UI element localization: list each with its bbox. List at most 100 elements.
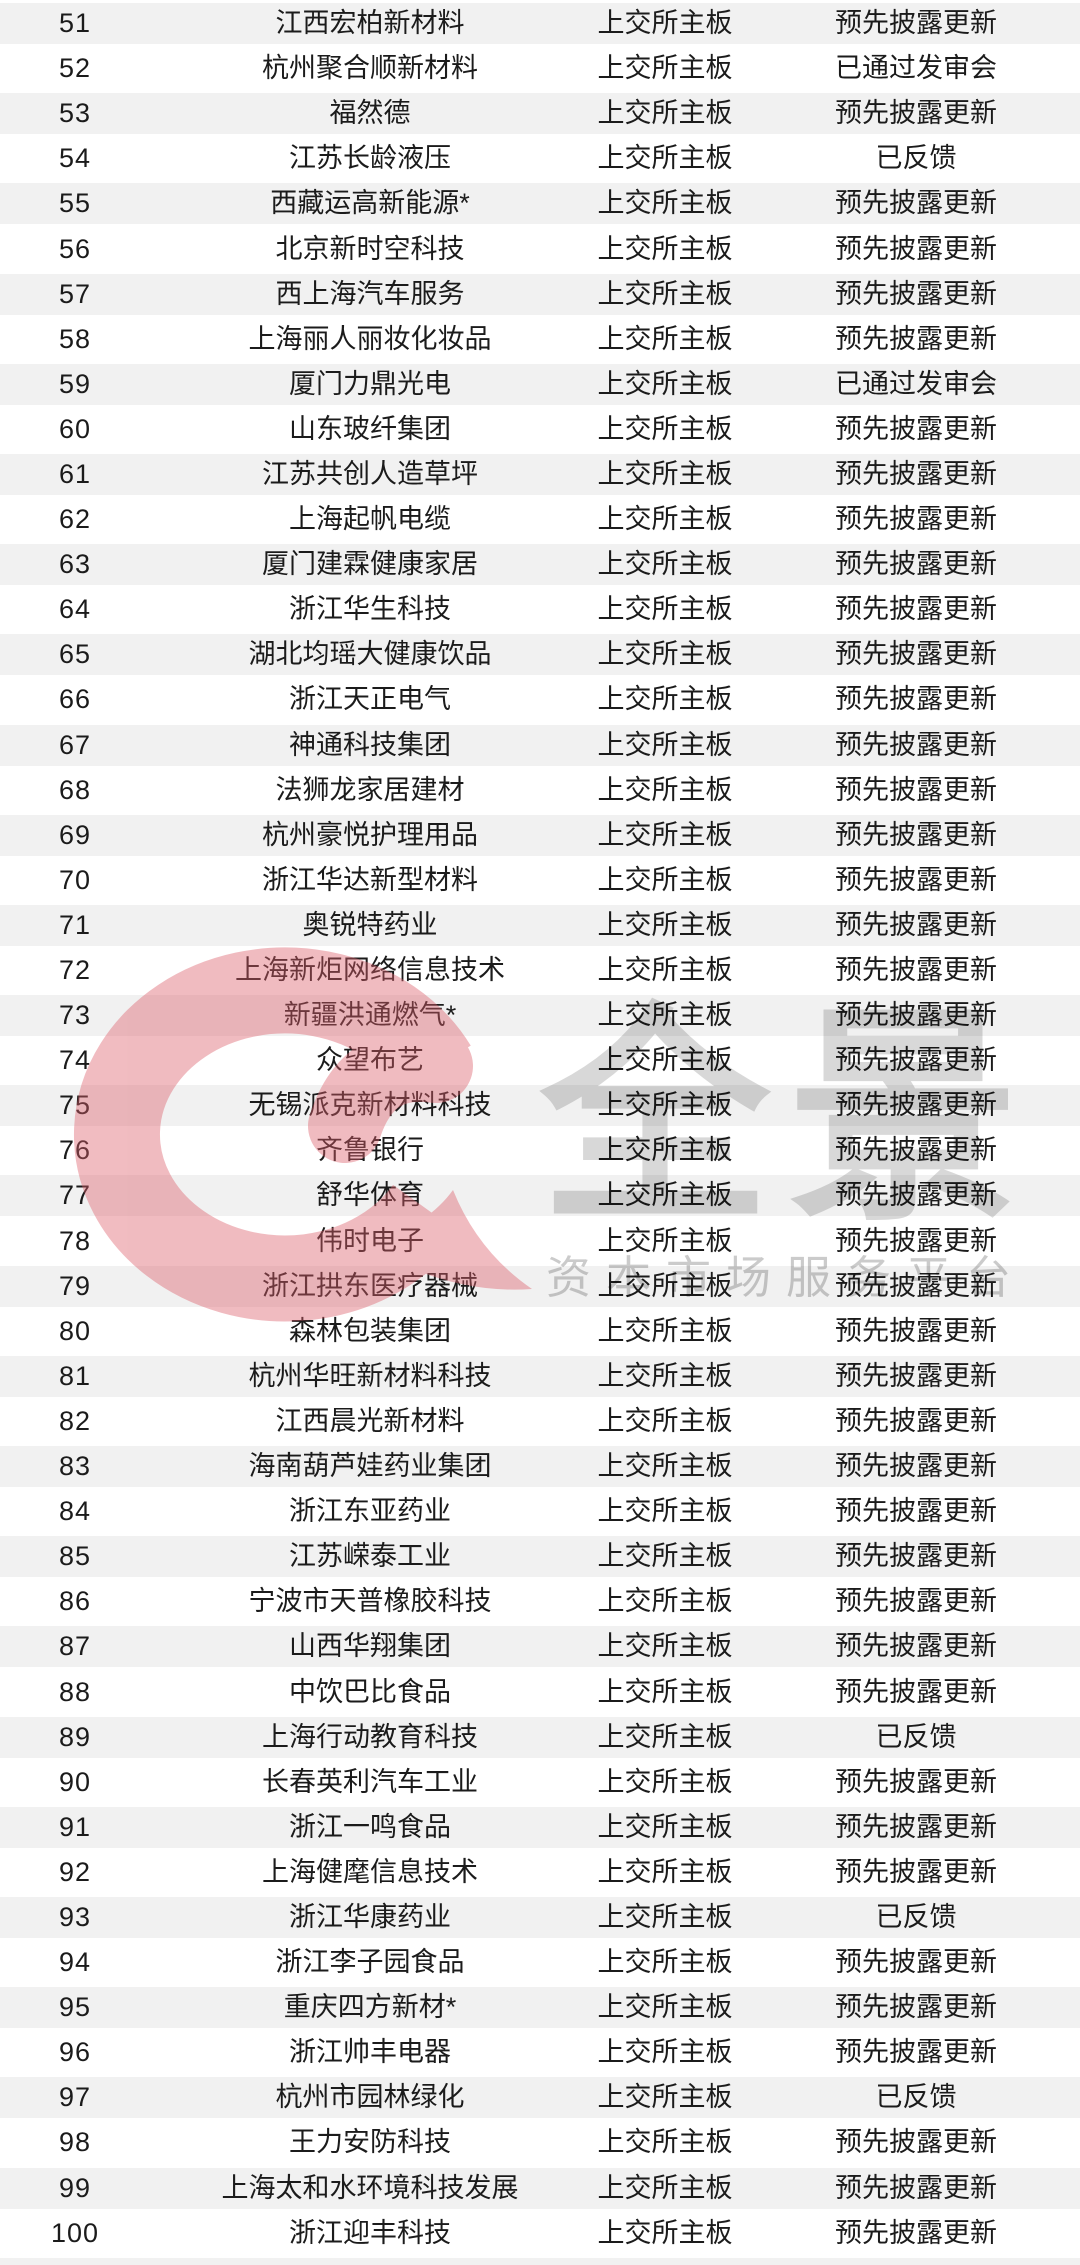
review-status: 预先披露更新 bbox=[835, 1000, 997, 1031]
listing-board: 上交所主板 bbox=[597, 1541, 733, 1572]
table-row: 100 浙江迎丰科技 上交所主板 预先披露更新 bbox=[0, 2213, 1080, 2258]
partial-next-row-stripe bbox=[0, 2258, 1080, 2265]
listing-board: 上交所主板 bbox=[597, 53, 733, 84]
listing-board: 上交所主板 bbox=[597, 2037, 733, 2068]
review-status: 预先披露更新 bbox=[835, 1631, 997, 1662]
table-row: 90 长春英利汽车工业 上交所主板 预先披露更新 bbox=[0, 1762, 1080, 1807]
review-status: 已通过发审会 bbox=[835, 368, 997, 399]
review-status: 预先披露更新 bbox=[835, 2127, 997, 2158]
table-row: 73 新疆洪通燃气* 上交所主板 预先披露更新 bbox=[0, 995, 1080, 1041]
company-name: 北京新时空科技 bbox=[275, 233, 465, 264]
company-name: 江苏长龄液压 bbox=[289, 143, 451, 174]
review-status: 预先披露更新 bbox=[835, 1180, 997, 1211]
review-status: 预先披露更新 bbox=[835, 774, 997, 805]
company-name: 浙江李子园食品 bbox=[275, 1947, 465, 1978]
table-row: 53 福然德 上交所主板 预先披露更新 bbox=[0, 93, 1080, 139]
review-status: 预先披露更新 bbox=[835, 2037, 997, 2068]
listing-board: 上交所主板 bbox=[597, 1451, 733, 1482]
review-status: 预先披露更新 bbox=[835, 1090, 997, 1121]
table-row: 64 浙江华生科技 上交所主板 预先披露更新 bbox=[0, 589, 1080, 634]
table-row: 91 浙江一鸣食品 上交所主板 预先披露更新 bbox=[0, 1806, 1080, 1852]
row-number: 65 bbox=[58, 639, 92, 670]
row-number: 58 bbox=[58, 323, 92, 354]
listing-board: 上交所主板 bbox=[597, 955, 733, 986]
row-number: 64 bbox=[58, 594, 92, 625]
row-number: 72 bbox=[58, 955, 92, 986]
listing-board: 上交所主板 bbox=[597, 1992, 733, 2023]
company-name: 杭州聚合顺新材料 bbox=[262, 53, 478, 84]
review-status: 预先披露更新 bbox=[835, 1856, 997, 1887]
company-name: 上海起帆电缆 bbox=[289, 504, 451, 535]
table-row: 77 舒华体育 上交所主板 预先披露更新 bbox=[0, 1175, 1080, 1221]
listing-board: 上交所主板 bbox=[597, 1947, 733, 1978]
company-name: 上海健麾信息技术 bbox=[262, 1856, 478, 1887]
company-name: 浙江一鸣食品 bbox=[289, 1811, 451, 1842]
table-row: 58 上海丽人丽妆化妆品 上交所主板 预先披露更新 bbox=[0, 319, 1080, 364]
company-name: 浙江华生科技 bbox=[289, 594, 451, 625]
row-number: 63 bbox=[58, 549, 92, 580]
row-number: 97 bbox=[58, 2082, 92, 2113]
listing-board: 上交所主板 bbox=[597, 1856, 733, 1887]
company-name: 福然德 bbox=[329, 98, 411, 129]
review-status: 预先披露更新 bbox=[835, 1992, 997, 2023]
row-number: 51 bbox=[58, 8, 92, 39]
table-row: 87 山西华翔集团 上交所主板 预先披露更新 bbox=[0, 1626, 1080, 1672]
review-status: 预先披露更新 bbox=[835, 1360, 997, 1391]
row-number: 81 bbox=[58, 1360, 92, 1391]
row-number: 76 bbox=[58, 1135, 92, 1166]
review-status: 预先披露更新 bbox=[835, 729, 997, 760]
table-row: 95 重庆四方新材* 上交所主板 预先披露更新 bbox=[0, 1987, 1080, 2033]
table-row: 96 浙江帅丰电器 上交所主板 预先披露更新 bbox=[0, 2032, 1080, 2077]
review-status: 已反馈 bbox=[875, 1721, 957, 1752]
company-name: 长春英利汽车工业 bbox=[262, 1766, 478, 1797]
company-name: 宁波市天普橡胶科技 bbox=[248, 1586, 492, 1617]
review-status: 预先披露更新 bbox=[835, 458, 997, 489]
table-row: 62 上海起帆电缆 上交所主板 预先披露更新 bbox=[0, 499, 1080, 544]
row-number: 73 bbox=[58, 1000, 92, 1031]
listing-board: 上交所主板 bbox=[597, 233, 733, 264]
listing-board: 上交所主板 bbox=[597, 864, 733, 895]
table-row: 83 海南葫芦娃药业集团 上交所主板 预先披露更新 bbox=[0, 1446, 1080, 1492]
table-row: 54 江苏长龄液压 上交所主板 已反馈 bbox=[0, 138, 1080, 183]
company-name: 西藏运高新能源* bbox=[270, 188, 470, 219]
company-name: 浙江华康药业 bbox=[289, 1901, 451, 1932]
table-row: 57 西上海汽车服务 上交所主板 预先披露更新 bbox=[0, 273, 1080, 319]
row-number: 79 bbox=[58, 1270, 92, 1301]
company-name: 上海太和水环境科技发展 bbox=[221, 2172, 519, 2203]
row-number: 69 bbox=[58, 819, 92, 850]
listing-board: 上交所主板 bbox=[597, 1000, 733, 1031]
listing-board: 上交所主板 bbox=[597, 98, 733, 129]
table-row: 99 上海太和水环境科技发展 上交所主板 预先披露更新 bbox=[0, 2167, 1080, 2213]
row-number: 86 bbox=[58, 1586, 92, 1617]
listing-board: 上交所主板 bbox=[597, 1811, 733, 1842]
review-status: 预先披露更新 bbox=[835, 504, 997, 535]
review-status: 预先披露更新 bbox=[835, 1451, 997, 1482]
table-row: 51 江西宏柏新材料 上交所主板 预先披露更新 bbox=[0, 3, 1080, 49]
row-number: 74 bbox=[58, 1045, 92, 1076]
review-status: 预先披露更新 bbox=[835, 1766, 997, 1797]
table-row: 68 法狮龙家居建材 上交所主板 预先披露更新 bbox=[0, 770, 1080, 815]
table-row: 60 山东玻纤集团 上交所主板 预先披露更新 bbox=[0, 409, 1080, 454]
review-status: 预先披露更新 bbox=[835, 323, 997, 354]
row-number: 53 bbox=[58, 98, 92, 129]
listing-board: 上交所主板 bbox=[597, 368, 733, 399]
table-row: 80 森林包装集团 上交所主板 预先披露更新 bbox=[0, 1311, 1080, 1356]
row-number: 70 bbox=[58, 864, 92, 895]
row-number: 93 bbox=[58, 1901, 92, 1932]
listing-board: 上交所主板 bbox=[597, 188, 733, 219]
table-row: 89 上海行动教育科技 上交所主板 已反馈 bbox=[0, 1716, 1080, 1762]
row-number: 67 bbox=[58, 729, 92, 760]
listing-board: 上交所主板 bbox=[597, 819, 733, 850]
row-number: 94 bbox=[58, 1947, 92, 1978]
review-status: 预先披露更新 bbox=[835, 1496, 997, 1527]
review-status: 预先披露更新 bbox=[835, 549, 997, 580]
review-status: 预先披露更新 bbox=[835, 1405, 997, 1436]
review-status: 预先披露更新 bbox=[835, 864, 997, 895]
company-name: 西上海汽车服务 bbox=[275, 278, 465, 309]
company-name: 浙江华达新型材料 bbox=[262, 864, 478, 895]
row-number: 52 bbox=[58, 53, 92, 84]
row-number: 92 bbox=[58, 1856, 92, 1887]
review-status: 已反馈 bbox=[875, 2082, 957, 2113]
company-name: 浙江拱东医疗器械 bbox=[262, 1270, 478, 1301]
table-row: 56 北京新时空科技 上交所主板 预先披露更新 bbox=[0, 228, 1080, 273]
